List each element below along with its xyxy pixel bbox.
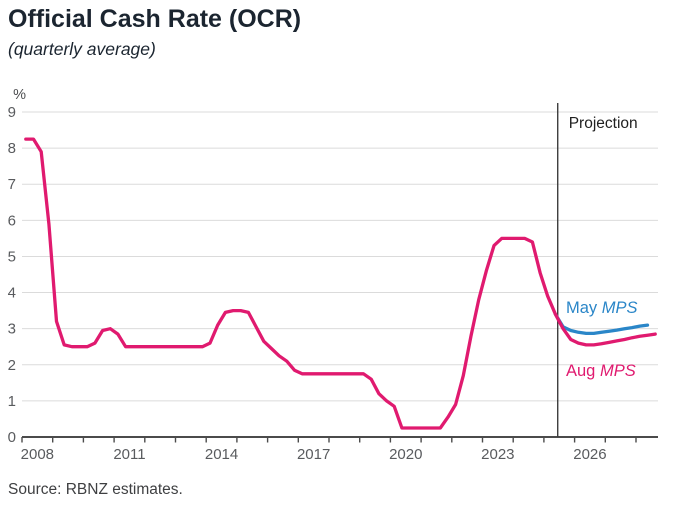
x-tick-label: 2020	[389, 446, 422, 463]
x-tick-label: 2023	[481, 446, 514, 463]
page-title: Official Cash Rate (OCR)	[8, 5, 302, 33]
x-tick-label: 2026	[573, 446, 606, 463]
y-tick-label: 1	[8, 393, 16, 410]
y-tick-label: 5	[8, 248, 16, 265]
y-tick-label: 7	[8, 176, 16, 193]
x-tick-label: 2008	[21, 446, 54, 463]
y-tick-label: 2	[8, 357, 16, 374]
y-tick-label: 0	[8, 429, 16, 446]
may-mps-label: May MPS	[566, 299, 638, 317]
y-tick-label: 6	[8, 212, 16, 229]
y-tick-label: 9	[8, 104, 16, 121]
y-axis-unit-label: %	[13, 87, 26, 103]
x-tick-label: 2014	[205, 446, 238, 463]
y-tick-label: 4	[8, 285, 16, 302]
series-line-aug-mps	[24, 137, 657, 430]
page-subtitle: (quarterly average)	[8, 39, 156, 59]
y-tick-label: 8	[8, 140, 16, 157]
projection-label: Projection	[569, 115, 638, 132]
y-tick-label: 3	[8, 321, 16, 338]
x-tick-label: 2017	[297, 446, 330, 463]
x-tick-label: 2011	[113, 446, 145, 463]
series-line-may-mps	[553, 312, 650, 336]
source-note: Source: RBNZ estimates.	[8, 481, 183, 498]
aug-mps-label: Aug MPS	[566, 362, 636, 380]
